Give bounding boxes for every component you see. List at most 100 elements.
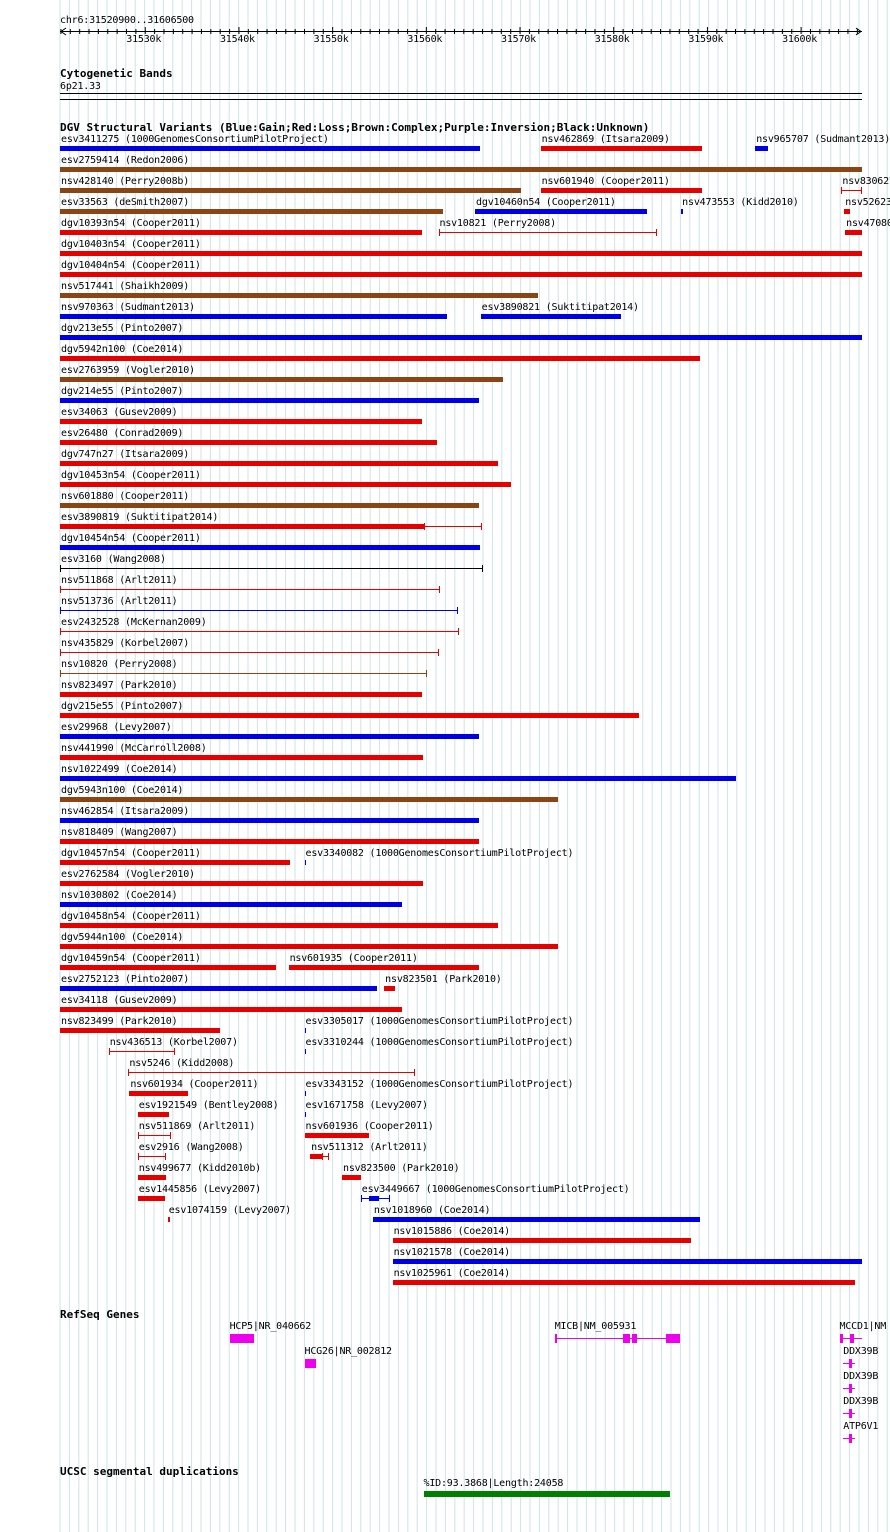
sv-span-line[interactable] [128,1072,416,1073]
gene-exon[interactable] [848,1384,852,1393]
sv-bar[interactable] [304,1049,307,1054]
sv-span-line[interactable] [438,232,657,233]
sv-bar[interactable] [60,293,538,298]
sv-span-line[interactable] [60,589,441,590]
sv-bar[interactable] [60,440,437,445]
sv-end-tick [137,1153,139,1160]
sv-bar[interactable] [540,146,702,151]
sv-bar[interactable] [137,1175,166,1180]
sv-bar[interactable] [60,335,862,340]
sv-bar[interactable] [60,692,422,697]
sv-bar[interactable] [310,1154,323,1159]
sv-bar[interactable] [475,209,647,214]
sv-bar[interactable] [384,986,396,991]
sv-label: nsv473553 (Kidd2010) [682,197,799,208]
sv-bar[interactable] [60,398,479,403]
sv-span-line[interactable] [60,652,440,653]
sv-bar[interactable] [60,377,504,382]
sv-bar[interactable] [60,314,447,319]
gene-exon[interactable] [632,1334,638,1343]
sv-bar[interactable] [60,923,499,928]
sv-bar[interactable] [60,272,862,277]
sv-label: esv3411275 (1000GenomesConsortiumPilotPr… [61,134,329,145]
sv-bar[interactable] [60,902,402,907]
sv-bar[interactable] [60,503,479,508]
sv-bar[interactable] [129,1091,189,1096]
sv-bar[interactable] [60,1007,402,1012]
sv-label: nsv499677 (Kidd2010b) [138,1163,261,1174]
sv-bar[interactable] [60,167,862,172]
segdup-bar[interactable] [423,1491,670,1497]
sv-bar[interactable] [60,797,559,802]
sv-bar[interactable] [342,1175,361,1180]
sv-bar[interactable] [60,881,423,886]
sv-bar[interactable] [60,356,700,361]
sv-bar[interactable] [304,1133,370,1138]
sv-bar[interactable] [60,230,422,235]
sv-bar[interactable] [60,209,444,214]
sv-bar[interactable] [60,146,480,151]
gene-exon[interactable] [848,1434,852,1443]
sv-bar[interactable] [304,1112,307,1117]
sv-bar[interactable] [372,1217,700,1222]
sv-span-line[interactable] [60,673,428,674]
sv-bar[interactable] [392,1259,862,1264]
sv-bar[interactable] [60,545,480,550]
sv-bar[interactable] [845,230,862,235]
sv-bar[interactable] [60,419,422,424]
sv-bar[interactable] [540,188,702,193]
sv-bar[interactable] [60,776,737,781]
sv-bar[interactable] [392,1280,856,1285]
sv-span-line[interactable] [60,610,459,611]
gene-exon[interactable] [849,1334,854,1343]
sv-bar[interactable] [60,944,559,949]
sv-bar[interactable] [167,1217,170,1222]
sv-label: dgv747n27 (Itsara2009) [61,449,190,460]
gene-exon[interactable] [304,1359,316,1368]
sv-span-line[interactable] [322,1156,329,1157]
sv-bar[interactable] [137,1196,165,1201]
sv-bar[interactable] [681,209,684,214]
gene-exon[interactable] [623,1334,630,1343]
sv-bar[interactable] [60,860,291,865]
sv-span-line[interactable] [60,568,483,569]
sv-span-line[interactable] [424,526,482,527]
sv-bar[interactable] [60,818,479,823]
sv-bar[interactable] [304,1091,307,1096]
sv-bar[interactable] [304,860,307,865]
sv-bar[interactable] [60,1028,221,1033]
sv-bar[interactable] [60,524,425,529]
sv-bar[interactable] [60,251,862,256]
sv-bar[interactable] [60,986,377,991]
sv-bar[interactable] [60,188,521,193]
sv-bar[interactable] [392,1238,691,1243]
sv-span-line[interactable] [841,190,862,191]
sv-bar[interactable] [288,965,479,970]
sv-span-line[interactable] [137,1135,172,1136]
gene-exon[interactable] [839,1334,844,1343]
sv-bar[interactable] [60,461,499,466]
sv-bar[interactable] [369,1196,380,1201]
sv-bar[interactable] [60,755,423,760]
sv-bar[interactable] [60,965,277,970]
sv-span-line[interactable] [137,1156,166,1157]
gene-exon[interactable] [229,1334,254,1343]
gene-exon[interactable] [848,1409,852,1418]
sv-bar[interactable] [755,146,769,151]
gene-exon[interactable] [666,1334,681,1343]
sv-label: esv34118 (Gusev2009) [61,995,178,1006]
sv-bar[interactable] [480,314,622,319]
sv-bar[interactable] [844,209,850,214]
sv-label: nsv511869 (Arlt2011) [138,1121,256,1132]
sv-bar[interactable] [304,1028,307,1033]
sv-bar[interactable] [60,482,511,487]
sv-span-line[interactable] [60,631,460,632]
sv-label: esv26480 (Conrad2009) [61,428,184,439]
sv-span-line[interactable] [108,1051,176,1052]
sv-bar[interactable] [60,713,639,718]
sv-bar[interactable] [60,839,479,844]
gene-exon[interactable] [848,1359,852,1368]
gene-exon[interactable] [554,1334,557,1343]
sv-bar[interactable] [60,734,479,739]
sv-bar[interactable] [137,1112,169,1117]
